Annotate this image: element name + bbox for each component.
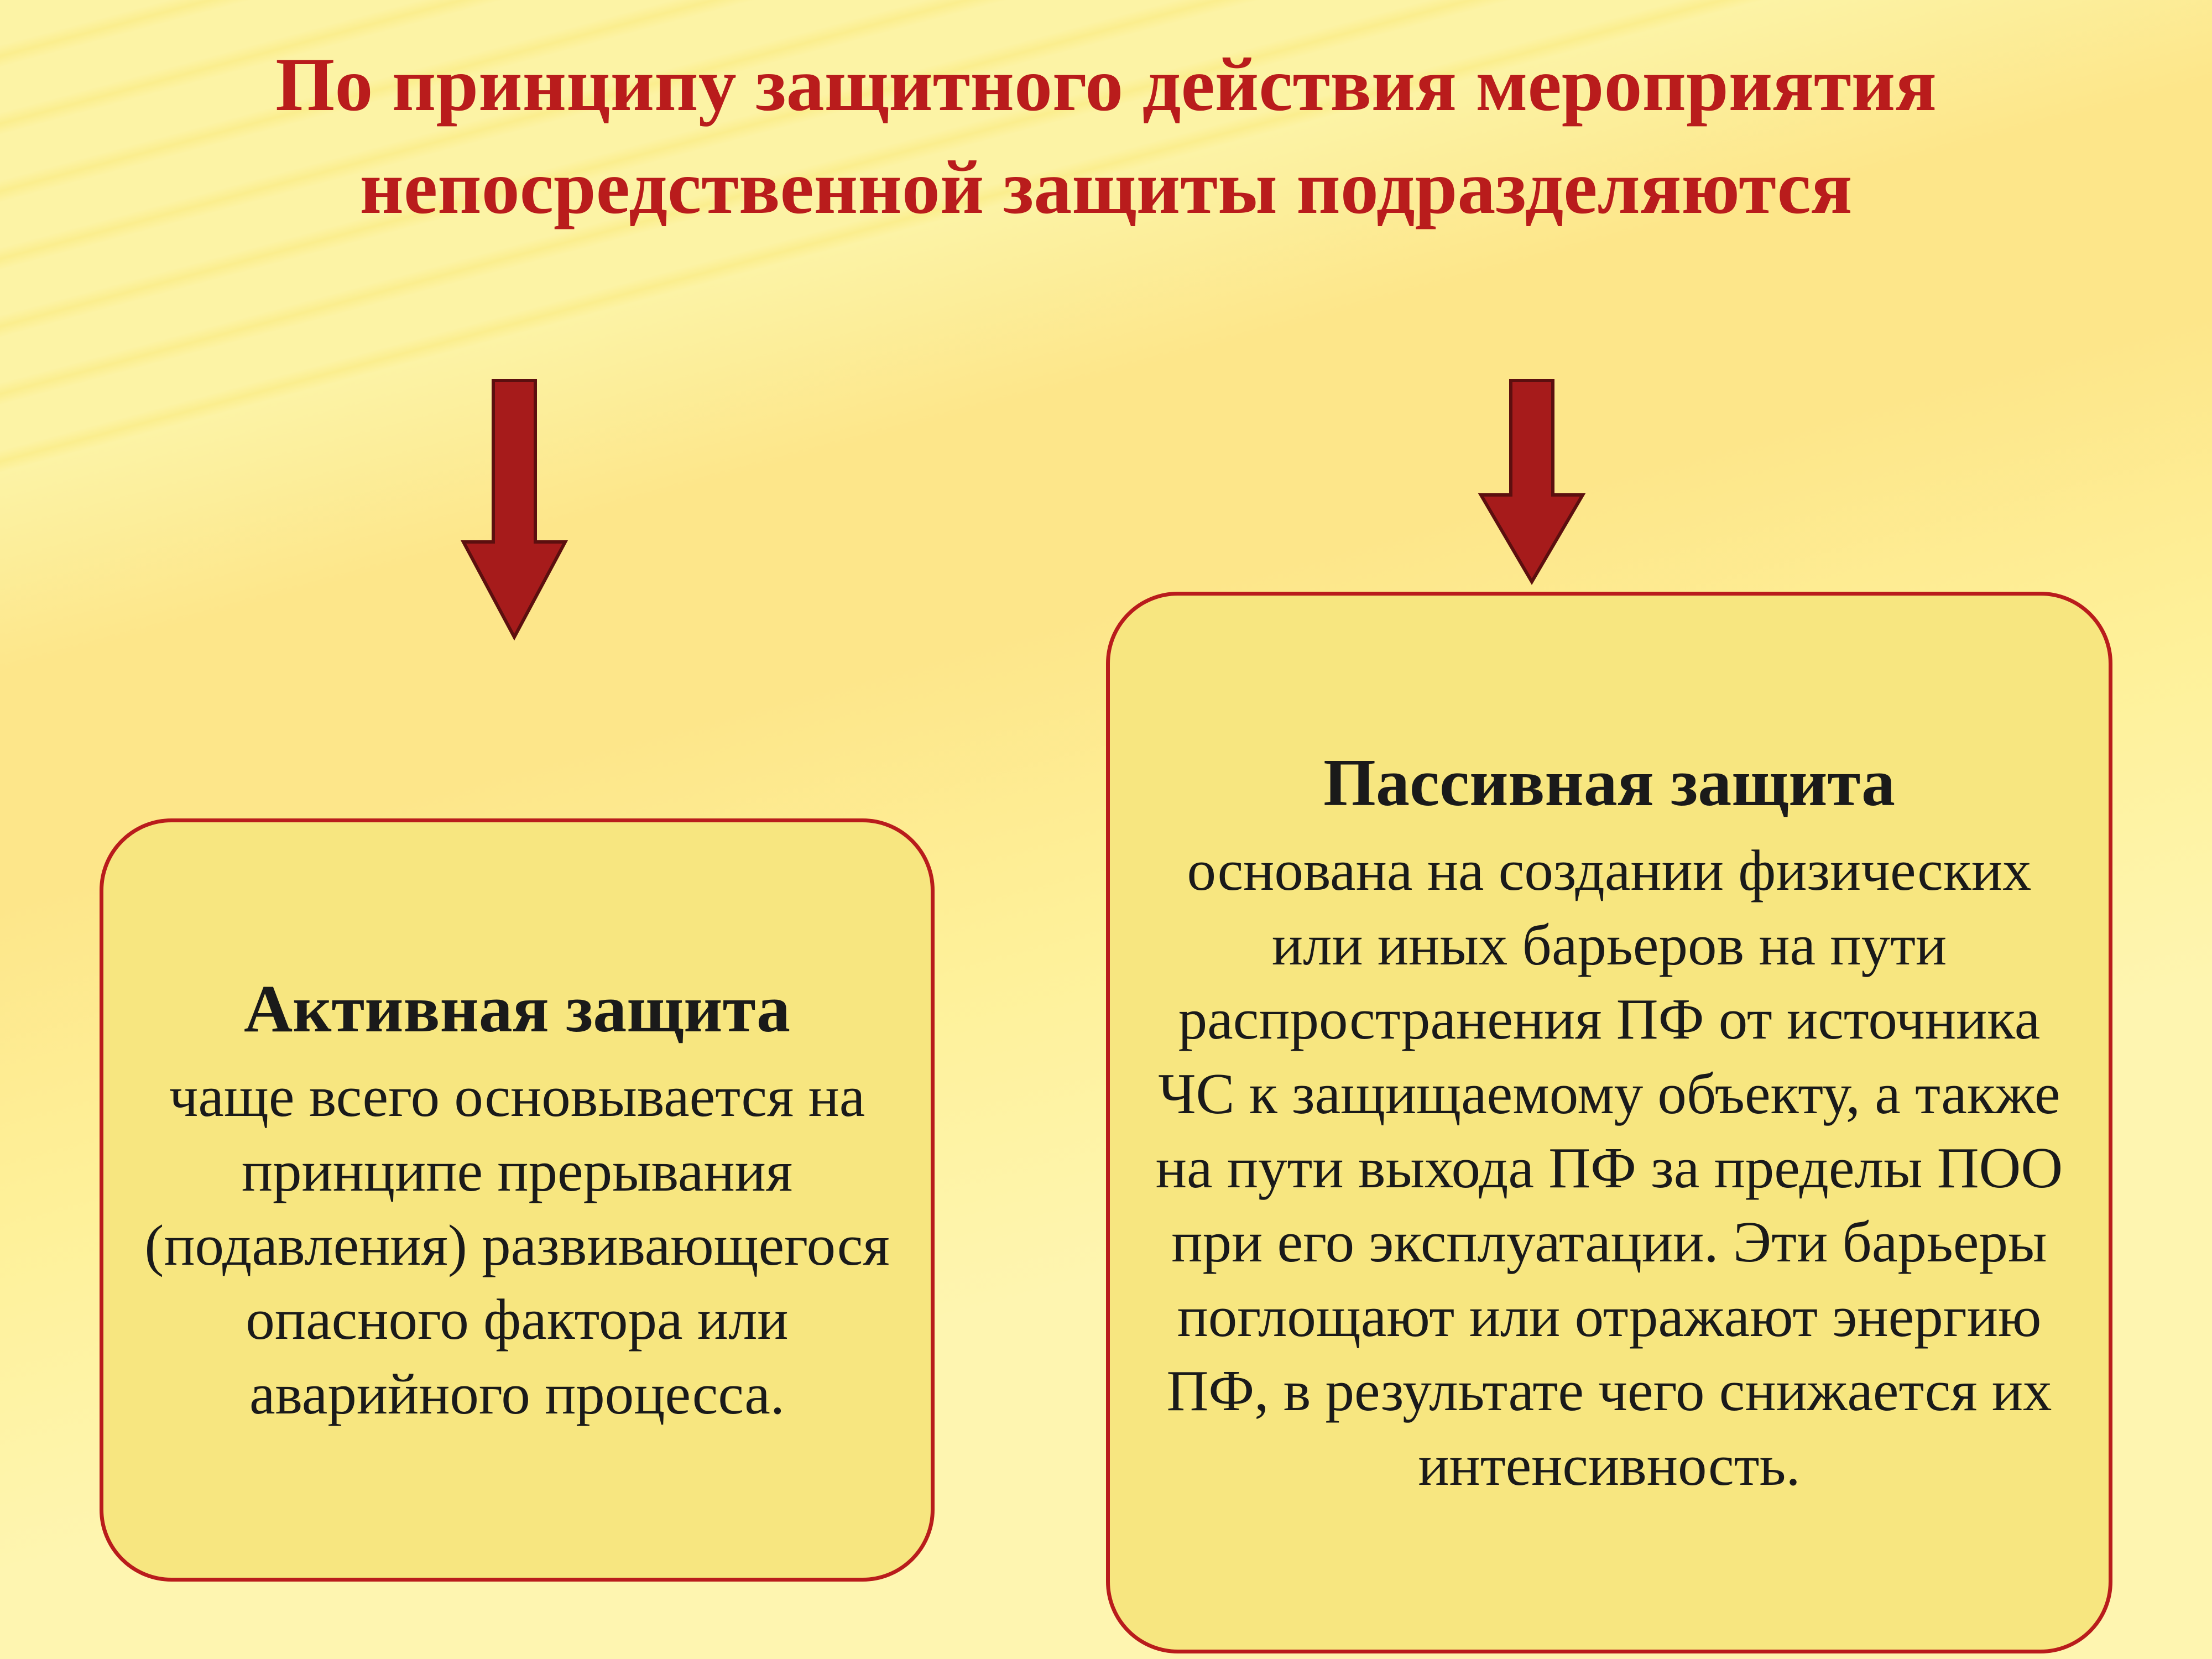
box-right-body: основана на создании физических или иных…: [1138, 833, 2081, 1503]
box-right-heading: Пассивная защита: [1138, 743, 2081, 823]
box-active-defense: Активная защита чаще всего основывается …: [100, 818, 935, 1582]
box-left-body: чаще всего основывается на принципе прер…: [131, 1060, 903, 1431]
arrow-right-icon: [1477, 376, 1587, 586]
box-passive-defense: Пассивная защита основана на создании фи…: [1106, 592, 2112, 1653]
box-left-heading: Активная защита: [131, 969, 903, 1050]
page-title: По принципу защитного действия мероприят…: [0, 33, 2212, 239]
arrow-left-icon: [459, 376, 570, 641]
